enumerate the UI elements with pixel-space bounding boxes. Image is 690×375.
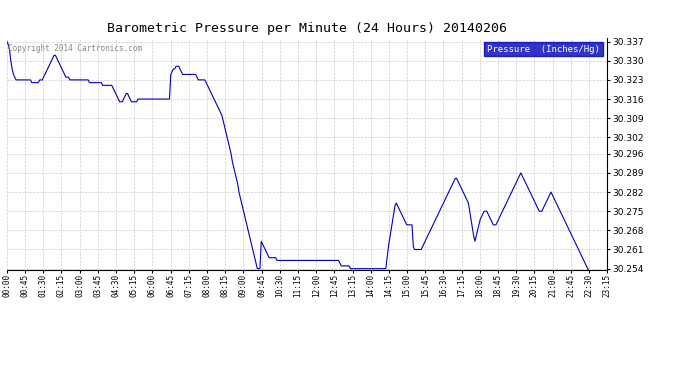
Title: Barometric Pressure per Minute (24 Hours) 20140206: Barometric Pressure per Minute (24 Hours… (107, 22, 507, 35)
Legend: Pressure  (Inches/Hg): Pressure (Inches/Hg) (484, 42, 602, 56)
Text: Copyright 2014 Cartronics.com: Copyright 2014 Cartronics.com (8, 45, 141, 54)
